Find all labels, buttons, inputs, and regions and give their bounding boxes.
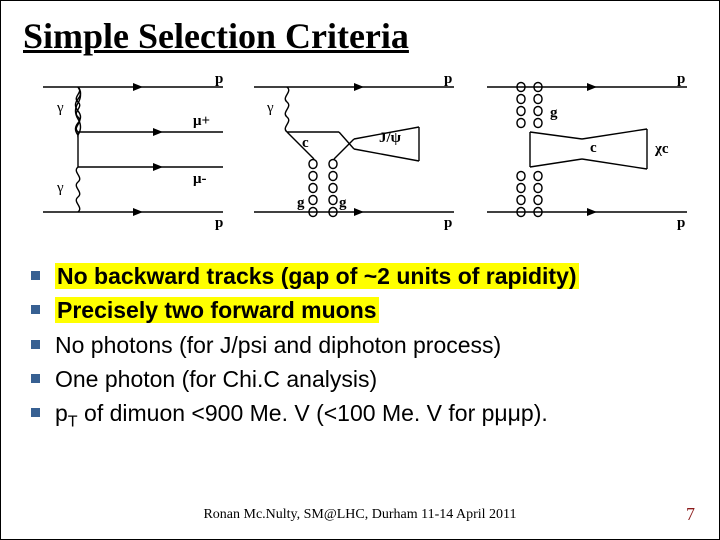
label-g1: g [297,195,305,211]
label-p-top: p [215,71,223,87]
list-item: Precisely two forward muons [29,294,697,327]
page-number: 7 [686,504,695,525]
label-muplus: μ+ [193,113,210,129]
page-title: Simple Selection Criteria [23,15,697,57]
label-c: c [302,135,309,151]
diagram-2: p p γ c J/ψ g g [239,67,464,232]
list-item: One photon (for Chi.C analysis) [29,363,697,396]
bullet-text: pT of dimuon <900 Me. V (<100 Me. V for … [55,400,548,426]
label-c3: c [590,140,597,156]
list-item: No photons (for J/psi and diphoton proce… [29,329,697,362]
list-item: pT of dimuon <900 Me. V (<100 Me. V for … [29,397,697,434]
label-chic: χc [654,141,669,157]
footer-text: Ronan Mc.Nulty, SM@LHC, Durham 11-14 Apr… [1,507,719,523]
label-p-top2: p [444,71,452,87]
label-muminus: μ- [193,171,207,187]
bullet-list: No backward tracks (gap of ~2 units of r… [23,260,697,434]
label-p-bot: p [215,215,223,231]
slide: Simple Selection Criteria [0,0,720,540]
diagram-1: p p γ γ μ+ μ- [23,67,231,232]
label-jpsi: J/ψ [379,130,402,146]
bullet-text: One photon (for Chi.C analysis) [55,366,377,392]
label-p-bot2: p [444,215,452,231]
diagram-3: p p c χc g [472,67,697,232]
label-gamma2: γ [56,180,64,196]
label-p-top3: p [677,71,685,87]
label-g2: g [339,195,347,211]
label-gamma: γ [266,100,274,116]
label-gamma1: γ [56,100,64,116]
feynman-diagrams: p p γ γ μ+ μ- [23,67,697,232]
bullet-text: No backward tracks (gap of ~2 units of r… [55,263,579,289]
label-g3: g [550,105,558,121]
label-p-bot3: p [677,215,685,231]
bullet-text: No photons (for J/psi and diphoton proce… [55,332,501,358]
bullet-text: Precisely two forward muons [55,297,379,323]
list-item: No backward tracks (gap of ~2 units of r… [29,260,697,293]
